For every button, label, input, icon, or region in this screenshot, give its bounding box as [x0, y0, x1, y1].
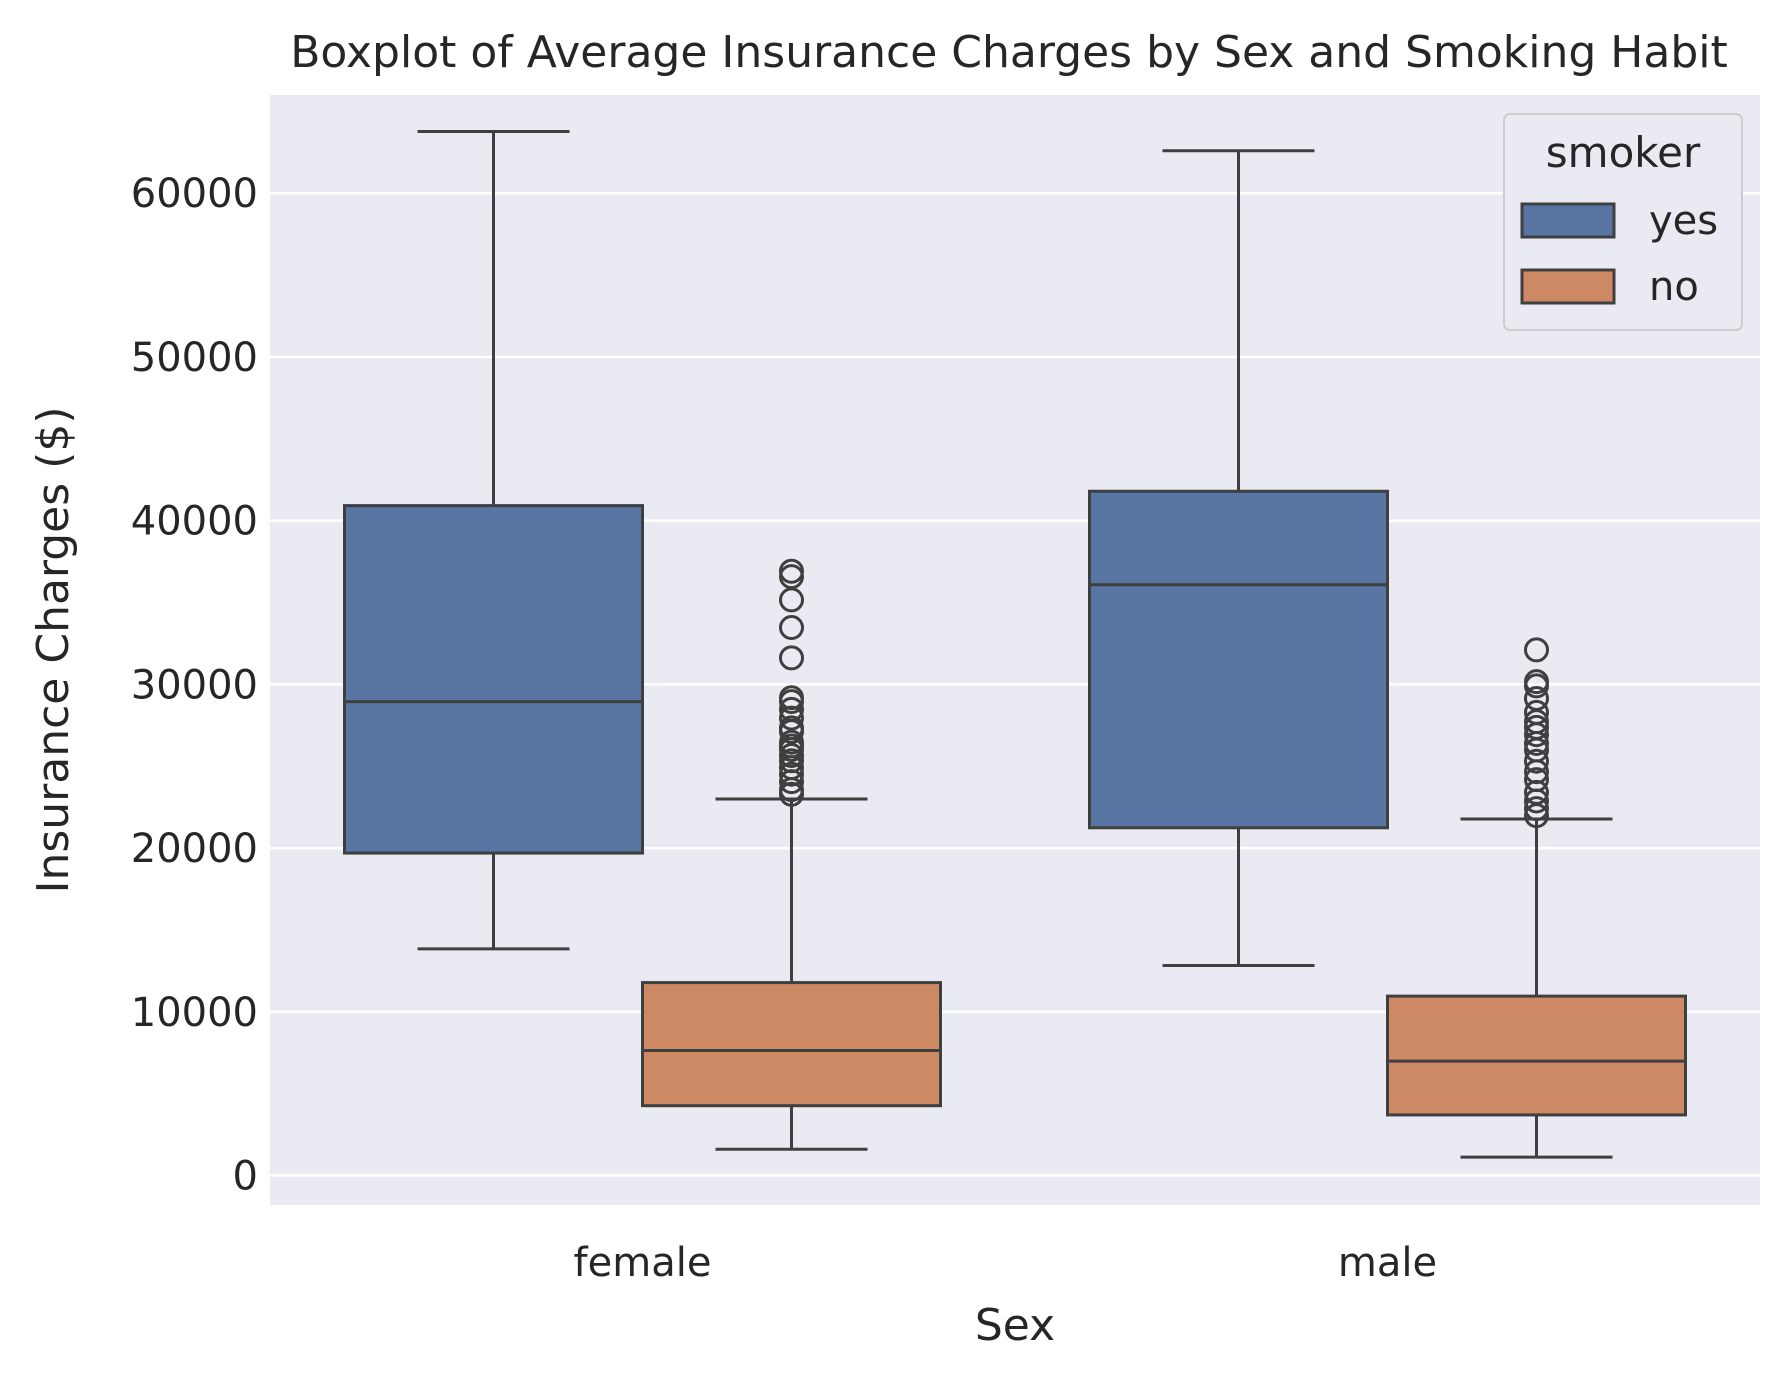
legend-swatch-yes: [1520, 202, 1616, 239]
outlier-point: [1524, 669, 1549, 695]
box-female-no: [641, 558, 942, 1151]
y-axis-label: Insurance Charges ($): [28, 407, 79, 894]
outlier-point: [779, 729, 804, 755]
y-tick-label: 30000: [131, 662, 258, 708]
y-tick-label: 60000: [131, 171, 258, 217]
outlier-point: [779, 645, 804, 671]
boxes: [343, 130, 1687, 1159]
outlier-point: [1524, 748, 1549, 774]
legend: smoker yes no: [1503, 113, 1743, 331]
x-axis-label: Sex: [975, 1300, 1055, 1351]
outlier-point: [1524, 685, 1549, 711]
y-tick-label: 0: [233, 1154, 258, 1200]
x-axis-ticks: female male: [574, 1240, 1438, 1286]
box-female-yes: [343, 130, 644, 951]
outlier-point: [1524, 767, 1549, 793]
y-tick-label: 20000: [131, 826, 258, 872]
x-tick-label: male: [1338, 1240, 1437, 1286]
y-tick-label: 10000: [131, 990, 258, 1036]
box-iqr: [641, 981, 942, 1108]
outlier-point: [779, 615, 804, 641]
box-male-yes: [1088, 149, 1389, 967]
outlier-point: [1524, 637, 1549, 663]
chart-title: Boxplot of Average Insurance Charges by …: [290, 27, 1727, 78]
y-axis-ticks: 0 10000 20000 30000 40000 50000 60000: [131, 171, 258, 1199]
box-iqr: [1386, 994, 1687, 1117]
outlier-point: [779, 715, 804, 741]
box-male-no: [1386, 637, 1687, 1159]
legend-swatch-no: [1520, 268, 1616, 305]
outlier-point: [779, 705, 804, 731]
y-tick-label: 40000: [131, 499, 258, 545]
legend-title: smoker: [1546, 128, 1701, 177]
legend-label-yes: yes: [1649, 198, 1718, 244]
outlier-point: [1524, 699, 1549, 725]
box-iqr: [1088, 489, 1389, 830]
outlier-point: [779, 696, 804, 722]
box-iqr: [343, 504, 644, 855]
x-tick-label: female: [574, 1240, 712, 1286]
legend-label-no: no: [1649, 264, 1699, 310]
outlier-point: [1524, 796, 1549, 822]
outlier-point: [779, 761, 804, 787]
y-tick-label: 50000: [131, 335, 258, 381]
outlier-point: [779, 685, 804, 711]
outlier-point: [779, 558, 804, 584]
